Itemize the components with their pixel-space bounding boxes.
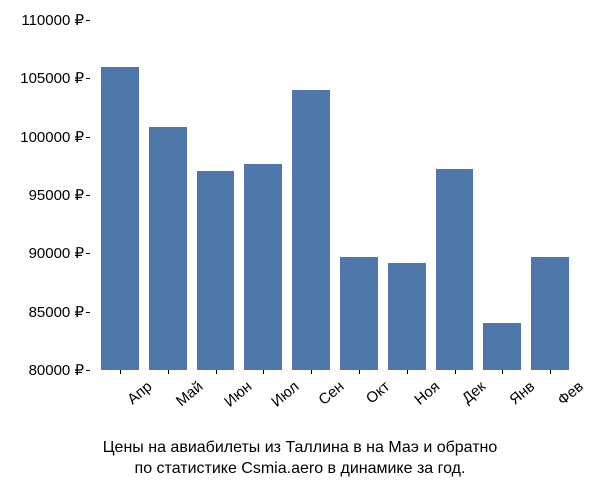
x-tick-label: Фев	[555, 378, 587, 409]
x-tick-label: Окт	[363, 378, 393, 407]
x-tick	[263, 370, 264, 374]
x-tick-label: Дек	[458, 378, 488, 407]
x-tick-label: Июл	[268, 378, 302, 411]
bar-Май	[149, 127, 187, 370]
x-tick	[359, 370, 360, 374]
bar-Дек	[436, 169, 474, 370]
y-axis: 80000 ₽85000 ₽90000 ₽95000 ₽100000 ₽1050…	[0, 20, 90, 370]
bar-Окт	[340, 257, 378, 370]
x-tick	[120, 370, 121, 374]
y-tick-label: 95000 ₽	[29, 186, 84, 204]
bar-Фев	[531, 257, 569, 370]
y-tick	[86, 20, 90, 21]
price-bar-chart: 80000 ₽ 85000 ₽ 90000 ₽ 95000 ₽ 100000 ₽ 1050…	[0, 0, 600, 500]
x-tick	[502, 370, 503, 374]
caption-line-1: Цены на авиабилеты из Таллина в на Маэ и…	[0, 437, 600, 459]
bars-container	[95, 20, 575, 370]
x-tick-label: Июн	[221, 378, 255, 411]
plot-area	[95, 20, 575, 370]
caption-line-2: по статистике Csmia.aero в динамике за г…	[0, 458, 600, 480]
chart-caption: Цены на авиабилеты из Таллина в на Маэ и…	[0, 437, 600, 480]
y-tick-label: 110000 ₽	[21, 11, 84, 29]
x-tick	[168, 370, 169, 374]
bar-Ноя	[388, 263, 426, 370]
bar-Янв	[483, 323, 521, 370]
x-axis: АпрМайИюнИюлСенОктНояДекЯнвФев	[95, 372, 575, 442]
y-tick	[86, 78, 90, 79]
x-tick-label: Май	[173, 378, 206, 410]
y-tick	[86, 137, 90, 138]
x-tick-label: Ноя	[411, 378, 443, 409]
y-tick-label: 105000 ₽	[20, 69, 84, 87]
y-tick-label: 100000 ₽	[20, 128, 84, 146]
y-tick-label: 80000 ₽	[29, 361, 84, 379]
x-tick	[407, 370, 408, 374]
x-tick-label: Сен	[316, 378, 348, 409]
bar-Сен	[292, 90, 330, 370]
x-tick	[216, 370, 217, 374]
y-tick-label: 90000 ₽	[29, 244, 84, 262]
bar-Июн	[197, 171, 235, 371]
y-tick	[86, 253, 90, 254]
bar-Апр	[101, 67, 139, 370]
y-tick	[86, 195, 90, 196]
bar-Июл	[244, 164, 282, 371]
x-tick-label: Апр	[124, 378, 155, 408]
x-tick	[311, 370, 312, 374]
y-tick-label: 85000 ₽	[29, 303, 84, 321]
x-tick	[455, 370, 456, 374]
x-tick	[550, 370, 551, 374]
y-tick	[86, 370, 90, 371]
x-tick-label: Янв	[507, 378, 539, 408]
y-tick	[86, 312, 90, 313]
